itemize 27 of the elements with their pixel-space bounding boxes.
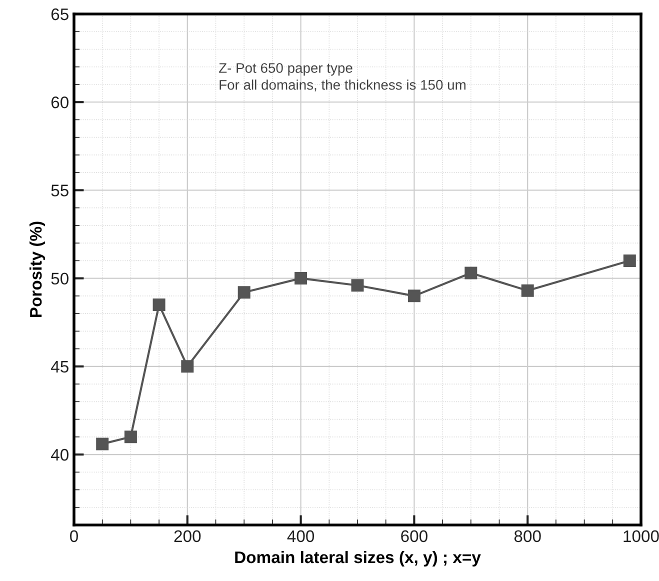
point: [181, 360, 194, 373]
annotation: Z- Pot 650 paper type: [219, 63, 352, 76]
annotation: For all domains, the thickness is 150 um: [220, 80, 466, 92]
point: [152, 298, 166, 311]
point: [623, 254, 636, 267]
y-tick-label: 45: [50, 360, 68, 373]
x-tick-label: 0: [70, 530, 78, 542]
x-tick-label: 1000: [624, 530, 659, 542]
x-tick-label: 600: [401, 530, 428, 542]
point: [408, 290, 420, 302]
x-tick-label: 200: [174, 530, 201, 542]
x-tick-label: 800: [514, 530, 541, 542]
point: [96, 438, 109, 450]
y-axis-title: Porosity (%): [30, 222, 46, 317]
point: [351, 279, 364, 292]
y-tick-label: 40: [50, 448, 68, 461]
y-tick-label: 65: [51, 8, 68, 20]
point: [124, 430, 137, 444]
x-axis-title: Domain lateral sizes (x, y) ; x=y: [235, 550, 481, 566]
point: [464, 266, 478, 280]
point: [238, 286, 250, 299]
y-tick-label: 50: [51, 272, 68, 285]
point: [294, 272, 308, 285]
x-tick-label: 400: [287, 530, 314, 542]
y-tick-label: 55: [51, 184, 68, 196]
y-tick-label: 60: [51, 96, 68, 108]
point: [521, 284, 534, 297]
